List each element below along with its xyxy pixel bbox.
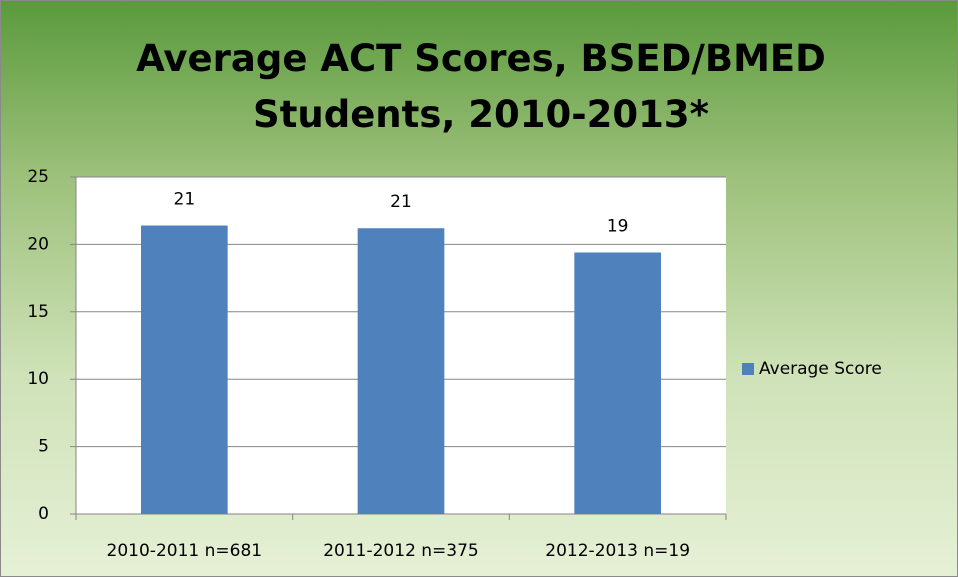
- y-tick-label: 5: [38, 437, 49, 457]
- bar: [357, 228, 445, 514]
- y-tick-label: 0: [38, 504, 49, 524]
- bar: [574, 252, 661, 514]
- data-label: 21: [174, 190, 196, 210]
- data-label: 19: [607, 216, 629, 236]
- y-tick-label: 25: [27, 167, 49, 187]
- data-label: 21: [390, 192, 412, 212]
- x-tick-label: 2012-2013 n=19: [545, 541, 690, 561]
- y-tick-label: 20: [27, 234, 49, 254]
- y-tick-label: 15: [27, 302, 49, 322]
- chart-title: Average ACT Scores, BSED/BMED Students, …: [136, 37, 826, 136]
- legend-swatch: [742, 363, 754, 375]
- x-tick-label: 2011-2012 n=375: [323, 541, 479, 561]
- y-tick-label: 10: [27, 369, 49, 389]
- x-tick-label: 2010-2011 n=681: [107, 541, 263, 561]
- legend-label: Average Score: [759, 359, 882, 379]
- bar: [141, 225, 228, 514]
